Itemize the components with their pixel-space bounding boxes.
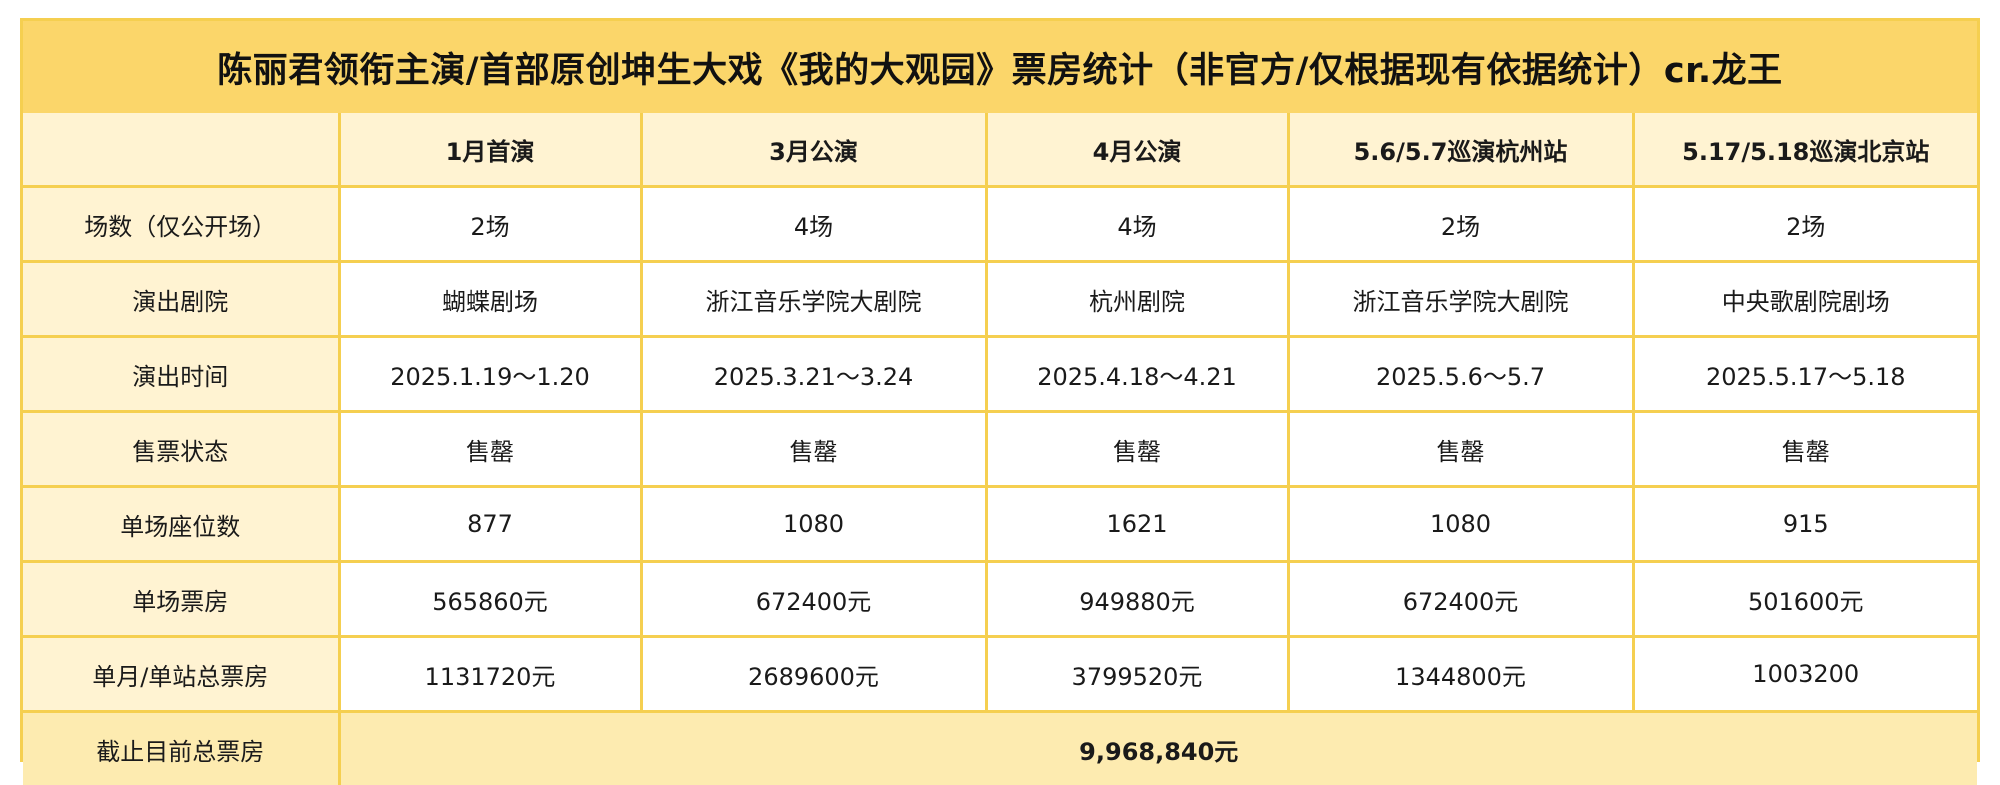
row-label: 演出时间	[23, 337, 339, 412]
header-row: 1月首演 3月公演 4月公演 5.6/5.7巡演杭州站 5.17/5.18巡演北…	[23, 113, 1977, 187]
table-cell: 877	[339, 487, 641, 562]
table-cell: 2场	[339, 187, 641, 262]
box-office-table: 1月首演 3月公演 4月公演 5.6/5.7巡演杭州站 5.17/5.18巡演北…	[23, 113, 1977, 785]
row-label: 单场座位数	[23, 487, 339, 562]
table-cell: 565860元	[339, 562, 641, 637]
table-cell: 1080	[1288, 487, 1633, 562]
table-cell: 1003200	[1633, 637, 1977, 712]
corner-cell	[23, 113, 339, 187]
row-label: 演出剧院	[23, 262, 339, 337]
table-cell: 3799520元	[986, 637, 1288, 712]
table-cell: 2025.5.17～5.18	[1633, 337, 1977, 412]
table-cell: 1344800元	[1288, 637, 1633, 712]
table-cell: 售罄	[1633, 412, 1977, 487]
column-header: 3月公演	[641, 113, 986, 187]
table-cell: 蝴蝶剧场	[339, 262, 641, 337]
table-title: 陈丽君领衔主演/首部原创坤生大戏《我的大观园》票房统计（非官方/仅根据现有依据统…	[23, 21, 1977, 113]
table-cell: 售罄	[641, 412, 986, 487]
row-label: 场数（仅公开场）	[23, 187, 339, 262]
table-cell: 杭州剧院	[986, 262, 1288, 337]
table-row: 单场座位数 877 1080 1621 1080 915	[23, 487, 1977, 562]
table-cell: 售罄	[339, 412, 641, 487]
row-label: 售票状态	[23, 412, 339, 487]
table-cell: 915	[1633, 487, 1977, 562]
table-cell: 中央歌剧院剧场	[1633, 262, 1977, 337]
table-cell: 4场	[641, 187, 986, 262]
column-header: 1月首演	[339, 113, 641, 187]
total-row: 截止目前总票房 9,968,840元	[23, 712, 1977, 785]
row-label: 单场票房	[23, 562, 339, 637]
table-cell: 2689600元	[641, 637, 986, 712]
table-row: 演出剧院 蝴蝶剧场 浙江音乐学院大剧院 杭州剧院 浙江音乐学院大剧院 中央歌剧院…	[23, 262, 1977, 337]
row-label: 单月/单站总票房	[23, 637, 339, 712]
table-cell: 2025.1.19～1.20	[339, 337, 641, 412]
table-cell: 浙江音乐学院大剧院	[641, 262, 986, 337]
table-cell: 2025.4.18～4.21	[986, 337, 1288, 412]
table-cell: 2场	[1633, 187, 1977, 262]
table-cell: 4场	[986, 187, 1288, 262]
column-header: 5.6/5.7巡演杭州站	[1288, 113, 1633, 187]
table-cell: 1080	[641, 487, 986, 562]
table-row: 场数（仅公开场） 2场 4场 4场 2场 2场	[23, 187, 1977, 262]
table-row: 单场票房 565860元 672400元 949880元 672400元 501…	[23, 562, 1977, 637]
table-cell: 1621	[986, 487, 1288, 562]
box-office-table-frame: 陈丽君领衔主演/首部原创坤生大戏《我的大观园》票房统计（非官方/仅根据现有依据统…	[20, 18, 1980, 762]
table-row: 售票状态 售罄 售罄 售罄 售罄 售罄	[23, 412, 1977, 487]
column-header: 4月公演	[986, 113, 1288, 187]
table-cell: 2025.3.21～3.24	[641, 337, 986, 412]
column-header: 5.17/5.18巡演北京站	[1633, 113, 1977, 187]
total-value: 9,968,840元	[339, 712, 1977, 785]
table-cell: 501600元	[1633, 562, 1977, 637]
table-row: 演出时间 2025.1.19～1.20 2025.3.21～3.24 2025.…	[23, 337, 1977, 412]
table-row: 单月/单站总票房 1131720元 2689600元 3799520元 1344…	[23, 637, 1977, 712]
table-cell: 2场	[1288, 187, 1633, 262]
total-label: 截止目前总票房	[23, 712, 339, 785]
table-cell: 949880元	[986, 562, 1288, 637]
table-cell: 2025.5.6～5.7	[1288, 337, 1633, 412]
table-cell: 浙江音乐学院大剧院	[1288, 262, 1633, 337]
table-cell: 672400元	[1288, 562, 1633, 637]
table-cell: 售罄	[986, 412, 1288, 487]
table-cell: 672400元	[641, 562, 986, 637]
table-cell: 1131720元	[339, 637, 641, 712]
table-cell: 售罄	[1288, 412, 1633, 487]
